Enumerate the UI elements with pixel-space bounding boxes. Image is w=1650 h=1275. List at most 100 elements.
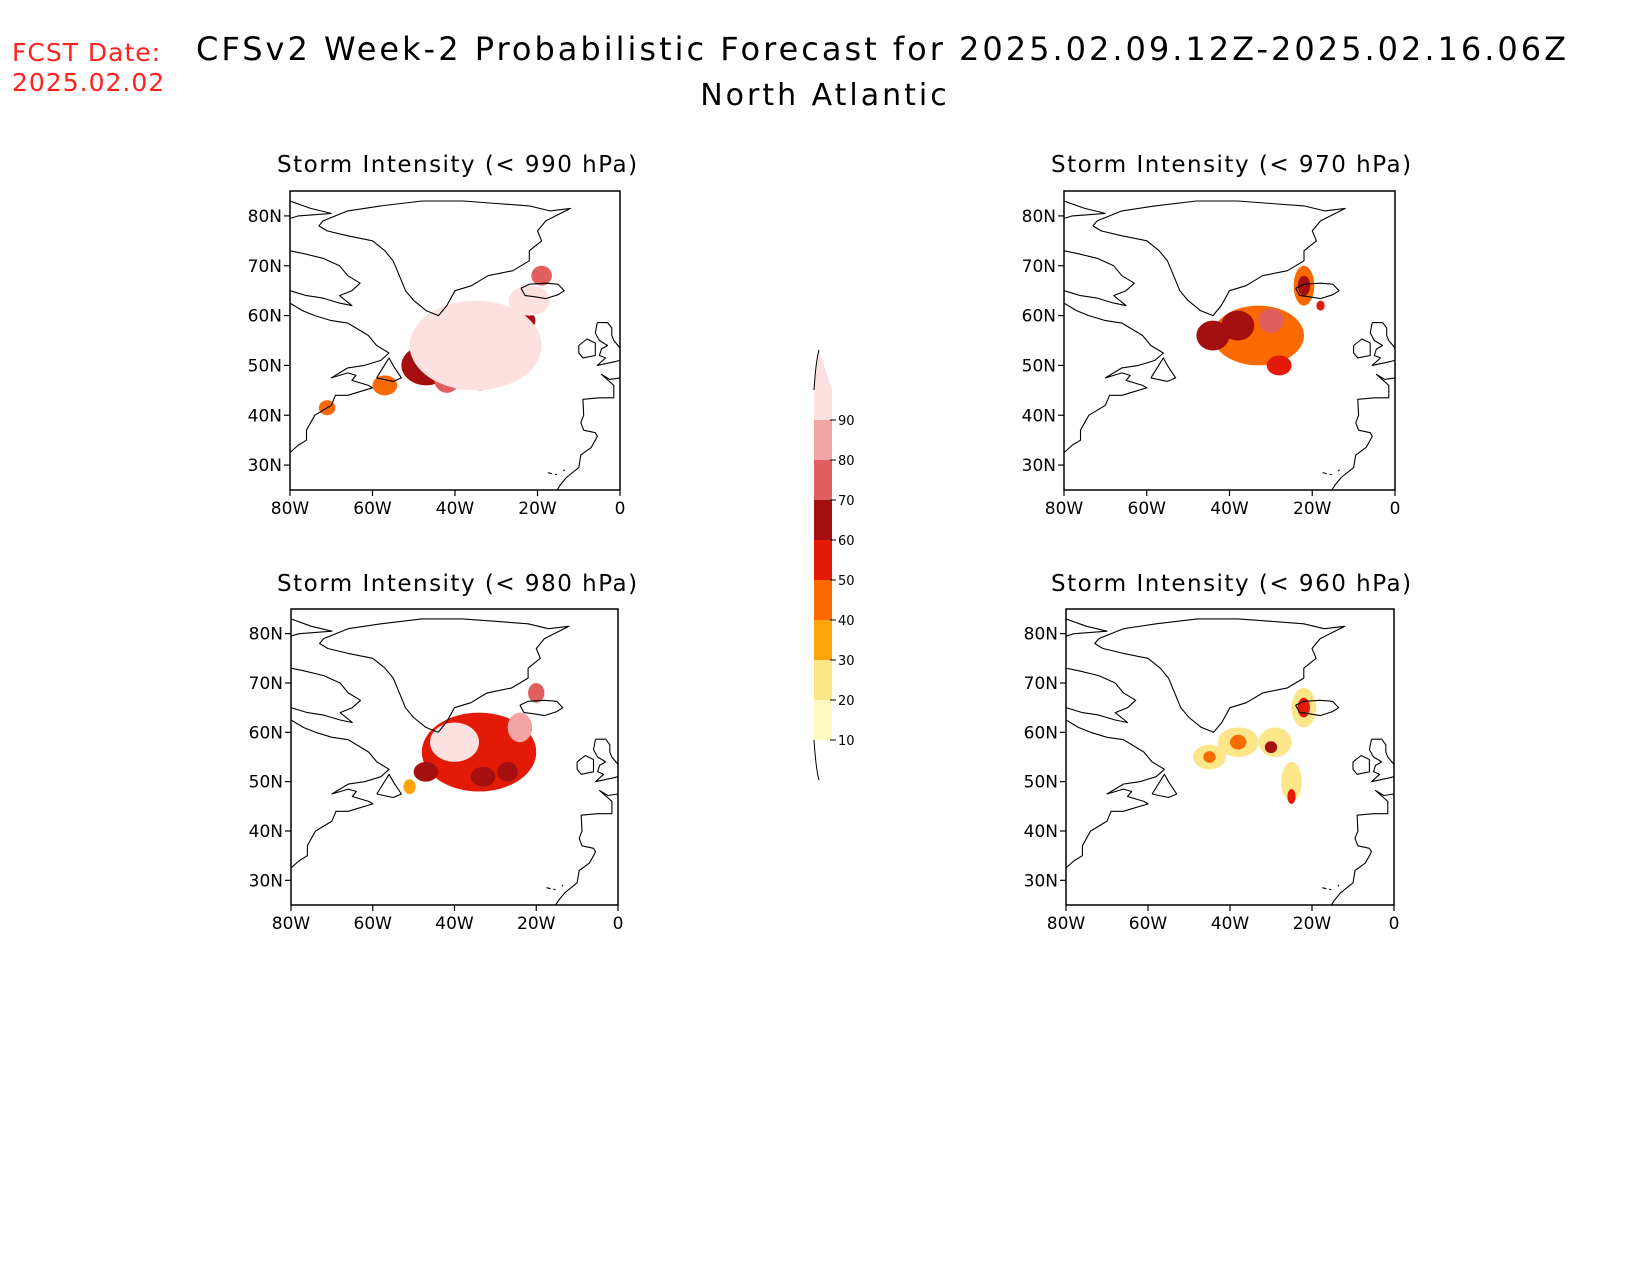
coastline — [1092, 200, 1346, 317]
lon-tick-label: 20W — [1293, 499, 1332, 519]
lat-tick-label: 50N — [1024, 773, 1058, 793]
coastline — [1368, 738, 1394, 783]
lon-tick-label: 80W — [272, 914, 311, 934]
coastline — [290, 200, 332, 219]
coastline — [1094, 618, 1346, 733]
coastline — [1295, 282, 1340, 300]
probability-area — [1264, 741, 1278, 754]
probability-area — [1196, 320, 1230, 351]
coastline — [547, 472, 553, 475]
lat-tick-label: 40N — [1022, 406, 1056, 426]
probability-area — [413, 761, 439, 782]
coastline — [563, 469, 566, 472]
lat-tick-label: 60N — [248, 307, 282, 327]
probability-area — [1258, 308, 1284, 334]
coastline — [1064, 250, 1135, 307]
coastline — [592, 738, 618, 783]
coastline — [1369, 322, 1395, 366]
lon-tick-label: 0 — [615, 499, 626, 519]
coastline — [556, 373, 620, 490]
lon-tick-label: 0 — [1390, 499, 1401, 519]
lat-tick-label: 30N — [1022, 456, 1056, 476]
colorbar-swatch — [814, 420, 832, 460]
coastline — [519, 699, 564, 717]
coastline — [594, 322, 620, 366]
coastline — [1066, 618, 1108, 637]
probability-area — [507, 712, 533, 743]
probability-area — [372, 375, 398, 396]
probability-area — [1297, 275, 1311, 296]
lat-tick-label: 80N — [1022, 207, 1056, 227]
coastline — [290, 250, 361, 307]
colorbar-swatch — [814, 460, 832, 500]
lon-tick-label: 40W — [1210, 499, 1249, 519]
lat-tick-label: 30N — [1024, 871, 1058, 891]
probability-area — [470, 766, 496, 787]
coastline — [578, 338, 596, 359]
coastline — [1331, 373, 1395, 490]
coastline — [546, 887, 551, 890]
colorbar-swatch — [814, 350, 832, 420]
colorbar-swatch — [814, 500, 832, 540]
probability-area — [1258, 727, 1292, 757]
colorbar-label: 90 — [838, 414, 855, 429]
coastline — [555, 789, 618, 905]
probability-area — [508, 285, 550, 316]
coastline — [1066, 667, 1137, 724]
lon-tick-label: 20W — [518, 499, 557, 519]
coastline — [576, 754, 595, 775]
lon-tick-label: 40W — [1211, 914, 1250, 934]
probability-area — [1287, 789, 1296, 804]
map-frame — [1065, 608, 1395, 906]
region-subtitle: North Atlantic — [700, 78, 950, 113]
colorbar-label: 40 — [838, 614, 855, 629]
probability-area — [1281, 761, 1302, 802]
lat-tick-label: 50N — [249, 773, 283, 793]
lon-tick-label: 60W — [353, 499, 392, 519]
probability-area — [1221, 310, 1255, 341]
lon-tick-label: 20W — [1293, 914, 1332, 934]
coastline — [291, 618, 333, 637]
coastline — [318, 200, 572, 317]
coastline — [1295, 699, 1340, 717]
lat-tick-label: 70N — [249, 674, 283, 694]
coastline — [561, 884, 564, 887]
lat-tick-label: 70N — [248, 257, 282, 277]
probability-area — [1266, 355, 1292, 376]
coastline — [1322, 472, 1327, 475]
colorbar-swatch — [814, 660, 832, 700]
probability-area — [1230, 734, 1247, 750]
forecast-date-value: 2025.02.02 — [12, 68, 166, 97]
probability-area — [403, 779, 416, 794]
coastline — [1322, 887, 1327, 890]
probability-area — [531, 265, 552, 286]
colorbar-label: 20 — [838, 694, 855, 709]
lon-tick-label: 60W — [354, 914, 393, 934]
lon-tick-label: 0 — [613, 914, 624, 934]
colorbar-label: 80 — [838, 454, 855, 469]
colorbar-swatch — [814, 700, 832, 740]
colorbar-label: 30 — [838, 654, 855, 669]
forecast-date-block: FCST Date: 2025.02.02 — [12, 38, 165, 98]
coastline — [1151, 773, 1178, 799]
lat-tick-label: 60N — [1022, 307, 1056, 327]
page-title: CFSv2 Week-2 Probabilistic Forecast for … — [196, 30, 1570, 68]
colorbar-label: 60 — [838, 534, 855, 549]
lat-tick-label: 50N — [1022, 356, 1056, 376]
coastline — [1352, 754, 1370, 775]
coastline — [1150, 357, 1177, 382]
coastline — [376, 773, 402, 799]
coastline — [520, 282, 565, 300]
coastline — [553, 888, 556, 891]
lat-tick-label: 60N — [1024, 723, 1058, 743]
coastline — [1330, 789, 1394, 905]
lon-tick-label: 80W — [1047, 914, 1086, 934]
panel-title-970: Storm Intensity (< 970 hPa) — [1051, 152, 1413, 178]
lon-tick-label: 80W — [1045, 499, 1084, 519]
coastline — [1329, 888, 1332, 891]
lat-tick-label: 40N — [1024, 822, 1058, 842]
colorbar-label: 70 — [838, 494, 855, 509]
lat-tick-label: 30N — [249, 871, 283, 891]
